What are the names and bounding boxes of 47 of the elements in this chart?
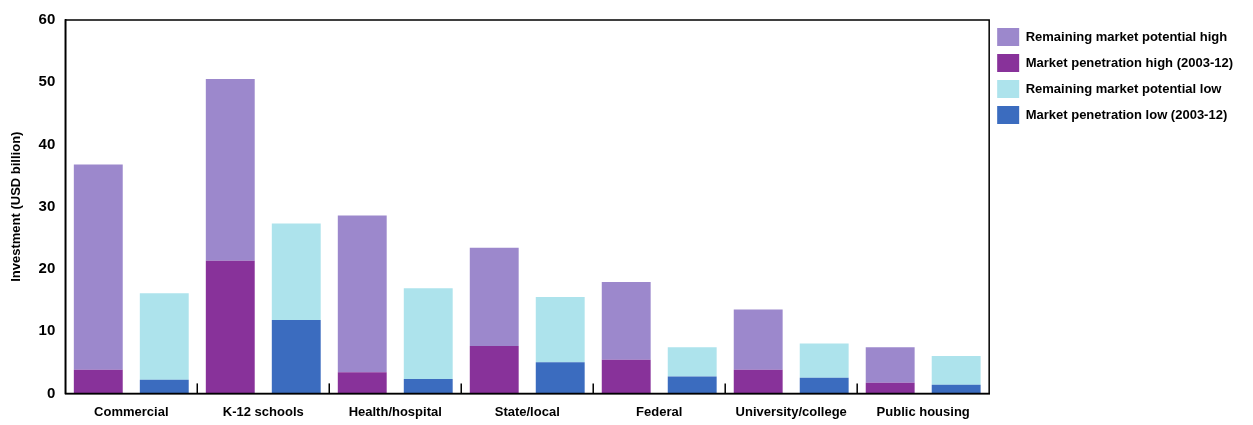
y-tick-label: 10 <box>38 321 56 339</box>
x-tick-label: K-12 schools <box>222 403 304 419</box>
bar <box>271 319 321 394</box>
bar <box>205 79 255 261</box>
y-tick-label: 20 <box>38 259 56 277</box>
bar <box>535 362 585 394</box>
bar <box>469 346 519 394</box>
legend-label: Remaining market potential high <box>1025 28 1228 44</box>
bar <box>535 296 585 363</box>
bar <box>733 309 783 370</box>
bar <box>139 293 189 380</box>
bar <box>403 288 453 380</box>
x-tick-label: State/local <box>494 403 560 419</box>
legend-label: Market penetration low (2003-12) <box>1025 106 1228 122</box>
legend-label: Remaining market potential low <box>1025 80 1223 96</box>
bar <box>139 379 189 394</box>
bar <box>733 369 783 394</box>
bar <box>931 356 981 385</box>
bar <box>799 377 849 394</box>
bar <box>931 384 981 394</box>
bar <box>337 215 387 373</box>
x-tick-label: Public housing <box>876 403 970 419</box>
bar <box>403 379 453 394</box>
bar <box>799 343 849 378</box>
bar <box>337 372 387 394</box>
x-tick-label: Health/hospital <box>348 403 442 419</box>
y-tick-label: 60 <box>38 10 56 28</box>
x-tick-label: University/college <box>735 403 847 419</box>
y-axis-title: Investment (USD billion) <box>8 131 24 282</box>
bar <box>865 347 915 383</box>
bar <box>601 282 651 360</box>
bar <box>469 247 519 347</box>
x-tick-label: Commercial <box>94 403 169 419</box>
y-tick-label: 30 <box>38 196 56 214</box>
y-tick-label: 40 <box>38 134 56 152</box>
bar <box>205 260 255 394</box>
bar <box>667 376 717 394</box>
bar <box>73 164 123 370</box>
bar <box>73 369 123 394</box>
bar <box>865 382 915 394</box>
bar <box>601 359 651 394</box>
bar <box>667 347 717 377</box>
bar <box>271 223 321 320</box>
y-tick-label: 0 <box>46 383 56 401</box>
legend-label: Market penetration high (2003-12) <box>1025 54 1233 70</box>
y-tick-label: 50 <box>38 72 56 90</box>
x-tick-label: Federal <box>636 403 683 419</box>
